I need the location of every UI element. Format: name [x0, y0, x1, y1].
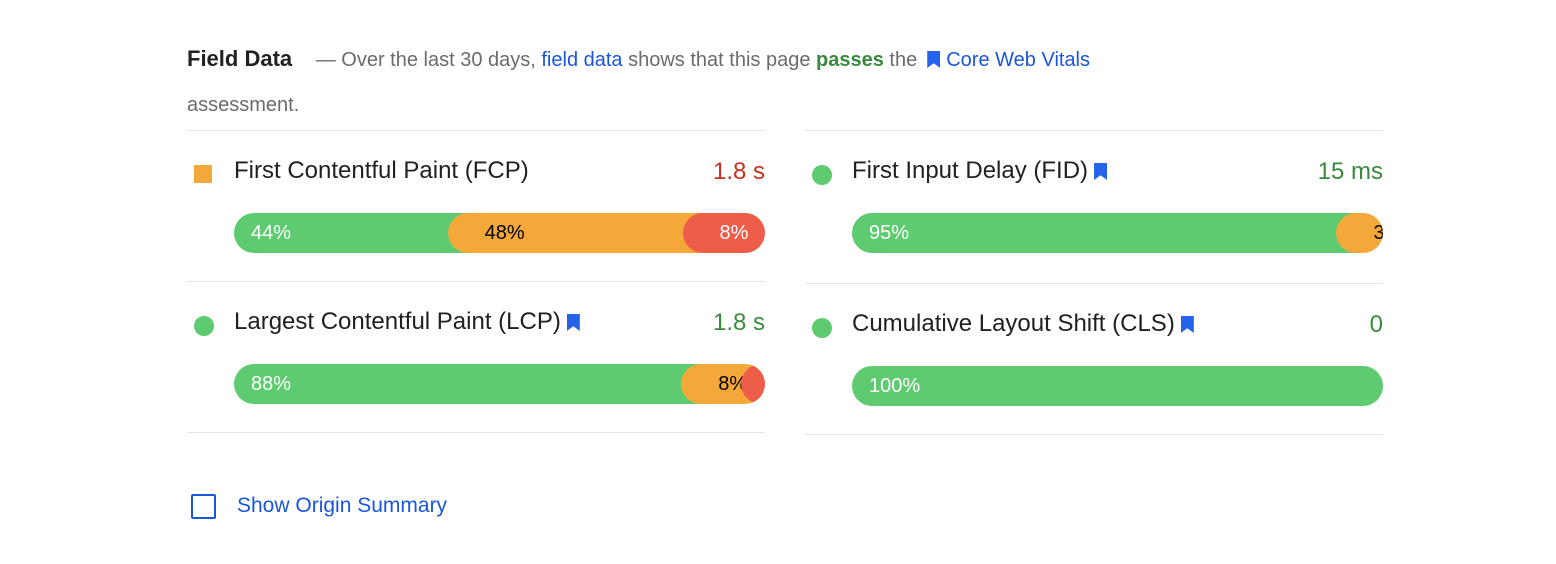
link[interactable]: Core Web Vitals	[946, 49, 1091, 71]
segment: 88%	[234, 364, 702, 404]
metric: Largest Contentful Paint (LCP) 1.8 s 88% 8%…	[187, 281, 765, 433]
metric: Cumulative Layout Shift (CLS) 0 100%	[805, 283, 1383, 435]
header-text: shows that this page	[628, 49, 811, 71]
checkbox[interactable]	[191, 494, 216, 519]
bookmark-icon	[927, 51, 941, 68]
distribution-bar: 44% 48% 8%	[234, 213, 765, 253]
metric: First Contentful Paint (FCP) 1.8 s 44% 48% 8…	[187, 130, 765, 281]
bookmark-icon[interactable]	[1094, 163, 1108, 180]
checkbox-label[interactable]: Show Origin Summary	[237, 494, 448, 517]
distribution-bar: 100%	[852, 366, 1383, 406]
metric-value: 1.8 s	[712, 158, 765, 185]
header-text: the	[889, 49, 918, 71]
status-marker	[194, 165, 212, 183]
distribution-bar: 88%8%4%	[234, 364, 765, 404]
segment: 8%	[682, 213, 765, 253]
metric-name: Cumulative Layout Shift (CLS)	[852, 310, 1194, 338]
metric-name: Largest Contentful Paint (LCP)	[234, 308, 580, 336]
header: Field Data — Over the last 30 days, fiel…	[187, 36, 1287, 128]
bookmark-icon[interactable]	[566, 314, 580, 331]
metric-value: 0	[1369, 311, 1383, 338]
segment: 4%	[741, 364, 765, 404]
status-marker	[194, 316, 214, 336]
segment: 100%	[852, 366, 1383, 406]
metric: First Input Delay (FID) 15 ms 95%3%1%	[805, 130, 1383, 281]
metric-value: 1.8 s	[712, 309, 765, 336]
status-marker	[812, 165, 832, 185]
segment: 48%	[447, 213, 703, 253]
metric-name: First Contentful Paint (FCP)	[234, 157, 529, 184]
header-text: assessment.	[187, 94, 300, 116]
metric-value: 15 ms	[1317, 158, 1383, 185]
segment: 3%	[1336, 213, 1383, 253]
verdict: passes	[816, 49, 884, 71]
segment: 44%	[234, 213, 468, 253]
link[interactable]: field data	[541, 49, 623, 71]
status-marker	[812, 318, 832, 338]
metric-name: First Input Delay (FID)	[852, 157, 1108, 185]
header-text: — Over the last 30 days,	[315, 49, 536, 71]
distribution-bar: 95%3%1%	[852, 213, 1383, 253]
bookmark-icon[interactable]	[1180, 316, 1194, 333]
title: Field Data	[187, 46, 293, 71]
segment: 95%	[852, 213, 1357, 253]
